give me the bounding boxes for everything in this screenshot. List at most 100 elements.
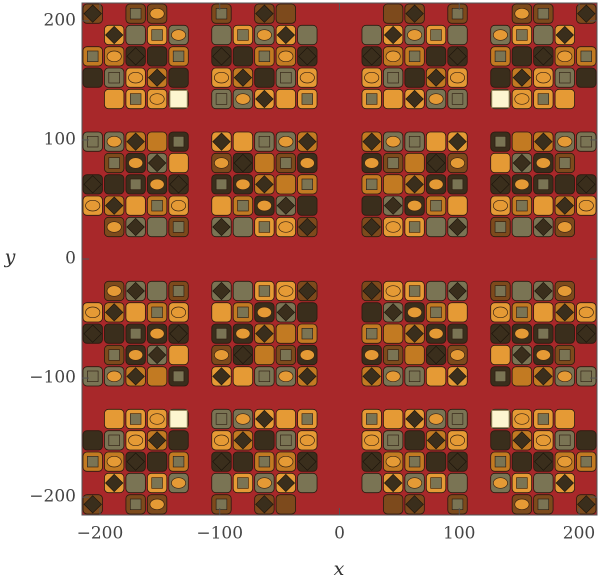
contour-region	[512, 431, 532, 450]
contour-region	[280, 157, 292, 169]
contour-region	[149, 178, 165, 191]
contour-region	[298, 452, 317, 471]
contour-region	[82, 67, 103, 88]
contour-region	[149, 327, 165, 340]
contour-region	[129, 413, 142, 425]
contour-region	[146, 216, 168, 238]
contour-region	[232, 46, 254, 67]
contour-region	[146, 451, 168, 472]
contour-region	[169, 175, 188, 194]
contour-region	[448, 132, 467, 151]
contour-region	[301, 93, 313, 105]
contour-region	[104, 88, 125, 110]
contour-region	[450, 157, 466, 169]
contour-region	[511, 131, 533, 152]
contour-region	[85, 199, 101, 212]
contour-region	[383, 303, 403, 322]
contour-region	[554, 323, 575, 344]
contour-region	[215, 178, 228, 190]
contour-region	[385, 455, 401, 468]
contour-region	[278, 285, 294, 297]
contour-region	[490, 152, 511, 174]
contour-region	[383, 323, 404, 344]
contour-region	[258, 370, 271, 382]
contour-region	[171, 29, 187, 41]
contour-region	[555, 473, 574, 493]
contour-region	[215, 93, 228, 105]
contour-region	[387, 434, 399, 446]
contour-region	[255, 495, 274, 514]
contour-region	[383, 473, 403, 493]
contour-region	[580, 50, 592, 62]
contour-region	[362, 217, 381, 237]
contour-region	[151, 306, 163, 318]
contour-region	[301, 328, 313, 340]
contour-region	[533, 302, 554, 323]
contour-region	[151, 29, 163, 41]
contour-region	[554, 174, 575, 195]
contour-region	[275, 174, 296, 195]
contour-region	[126, 367, 145, 386]
contour-region	[149, 413, 165, 425]
contour-region	[362, 47, 381, 66]
contour-region	[128, 157, 144, 169]
contour-region	[129, 328, 142, 340]
contour-region	[537, 178, 550, 190]
contour-region	[537, 328, 550, 340]
contour-region	[491, 175, 510, 194]
y-axis-label: y	[4, 246, 16, 268]
contour-region	[557, 370, 573, 383]
contour-region	[448, 452, 467, 471]
contour-region	[106, 50, 122, 63]
contour-region	[168, 430, 189, 451]
contour-region	[258, 456, 271, 468]
contour-field	[82, 3, 597, 515]
contour-region	[404, 67, 425, 88]
contour-region	[383, 3, 404, 24]
contour-region	[168, 152, 189, 174]
contour-region	[405, 4, 424, 23]
contour-region	[425, 280, 447, 302]
contour-region	[405, 175, 424, 194]
contour-region	[577, 4, 596, 23]
contour-region	[554, 408, 575, 430]
contour-region	[299, 349, 315, 361]
contour-region	[408, 370, 421, 382]
contour-region	[512, 345, 532, 365]
contour-region	[299, 157, 315, 169]
y-tick-label: 0	[65, 249, 76, 269]
contour-region	[129, 498, 142, 510]
contour-region	[172, 285, 185, 297]
contour-region	[215, 498, 228, 510]
contour-region	[129, 178, 142, 190]
contour-region	[362, 367, 381, 386]
contour-region	[514, 93, 530, 105]
contour-region	[232, 366, 254, 387]
contour-region	[275, 323, 296, 344]
contour-region	[149, 498, 165, 511]
contour-region	[534, 367, 553, 386]
contour-region	[426, 68, 446, 87]
contour-region	[87, 456, 99, 468]
contour-region	[128, 349, 144, 361]
contour-region	[255, 4, 274, 23]
contour-region	[361, 24, 382, 46]
contour-region	[149, 93, 165, 105]
contour-region	[555, 303, 574, 322]
contour-region	[361, 195, 382, 216]
contour-region	[425, 216, 447, 238]
contour-region	[492, 306, 508, 319]
contour-region	[275, 3, 296, 24]
contour-region	[430, 477, 442, 489]
contour-region	[213, 434, 229, 447]
contour-region	[237, 29, 249, 41]
contour-region	[405, 409, 424, 429]
contour-region	[557, 135, 573, 148]
contour-region	[233, 345, 253, 365]
contour-region	[559, 157, 571, 169]
contour-region	[254, 344, 275, 366]
contour-region	[146, 131, 168, 152]
contour-region	[451, 93, 464, 105]
y-tick-label: 200	[44, 10, 76, 30]
contour-region	[448, 367, 467, 386]
